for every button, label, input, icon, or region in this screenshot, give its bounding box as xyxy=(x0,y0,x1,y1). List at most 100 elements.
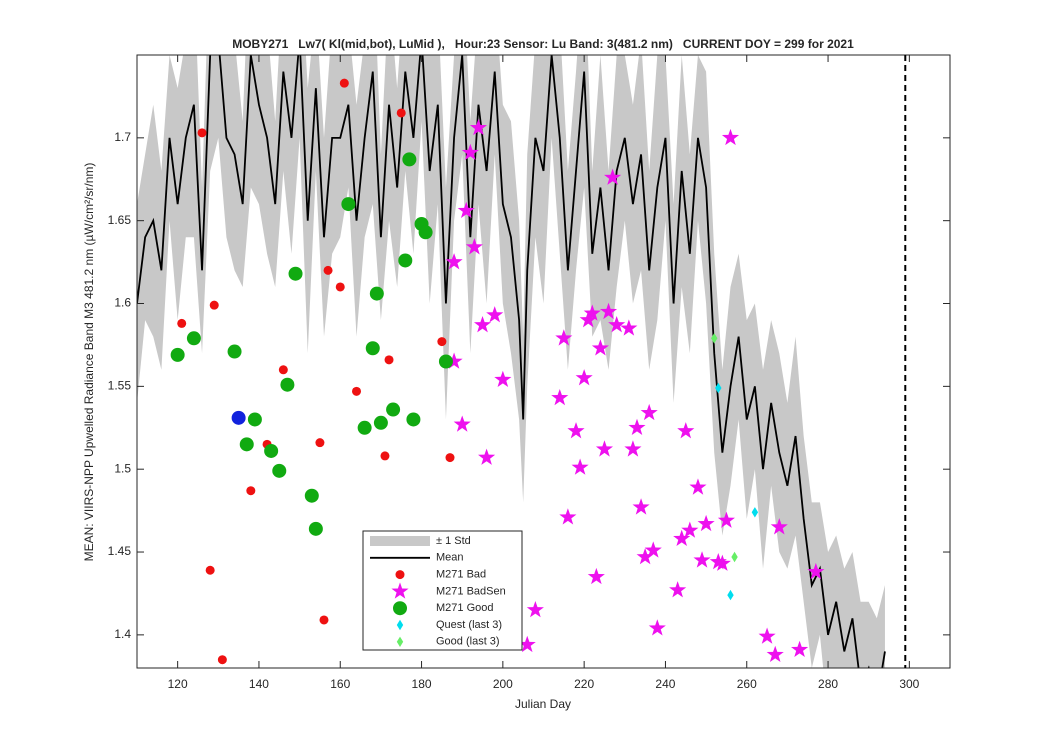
data-point xyxy=(323,265,333,275)
data-point xyxy=(640,403,658,421)
data-point xyxy=(713,554,731,571)
data-point xyxy=(644,541,662,558)
data-point xyxy=(227,344,242,359)
data-point xyxy=(457,201,475,219)
data-point xyxy=(711,333,718,344)
legend-label: Mean xyxy=(436,552,464,564)
data-point xyxy=(437,337,447,347)
data-point xyxy=(669,581,687,598)
data-point xyxy=(335,282,345,292)
data-point xyxy=(731,551,738,563)
legend-marker xyxy=(391,582,409,599)
data-point xyxy=(807,562,825,580)
data-point xyxy=(247,412,262,427)
data-point xyxy=(272,463,287,478)
data-point xyxy=(177,318,187,328)
data-point xyxy=(304,488,319,503)
data-point xyxy=(445,253,463,270)
data-point xyxy=(365,341,380,356)
data-point xyxy=(341,197,356,212)
data-point xyxy=(380,451,390,461)
y-tick-label: 1.6 xyxy=(114,296,131,310)
plot-content xyxy=(137,55,886,668)
x-tick-label: 200 xyxy=(493,677,513,691)
data-point xyxy=(587,567,605,585)
legend-swatch xyxy=(370,536,430,546)
y-axis-label: MEAN: VIIRS-NPP Upwelled Radiance Band M… xyxy=(82,163,96,562)
legend-marker xyxy=(395,570,405,580)
highlight-point xyxy=(231,410,246,425)
x-axis-label: Julian Day xyxy=(515,697,571,711)
data-point xyxy=(319,615,329,625)
data-point xyxy=(315,438,325,448)
legend-label: Good (last 3) xyxy=(436,636,500,648)
mean-line xyxy=(137,55,886,668)
data-point xyxy=(677,422,695,439)
data-point xyxy=(264,443,279,458)
data-point xyxy=(758,627,776,644)
data-point xyxy=(551,388,569,406)
data-point xyxy=(494,370,512,388)
data-point xyxy=(308,521,323,536)
data-point xyxy=(384,355,394,365)
data-point xyxy=(693,551,711,568)
x-tick-label: 240 xyxy=(655,677,675,691)
data-point xyxy=(526,601,544,618)
legend-marker xyxy=(393,601,407,616)
data-point xyxy=(604,168,622,185)
x-tick-label: 140 xyxy=(249,677,269,691)
data-point xyxy=(357,420,372,435)
data-point xyxy=(751,507,759,518)
data-point xyxy=(398,253,413,268)
data-point xyxy=(624,440,642,457)
data-point xyxy=(239,437,254,452)
data-point xyxy=(369,286,384,301)
plot-frame xyxy=(136,54,951,669)
std-band xyxy=(137,55,885,668)
data-point xyxy=(766,645,784,663)
data-point xyxy=(445,453,455,463)
data-point xyxy=(396,108,406,118)
data-point xyxy=(575,369,593,386)
y-tick-label: 1.65 xyxy=(108,213,132,227)
data-point xyxy=(209,300,219,310)
data-point xyxy=(721,128,740,146)
x-tick-label: 300 xyxy=(899,677,919,691)
data-point xyxy=(715,382,722,394)
data-point xyxy=(445,352,463,369)
data-point xyxy=(727,589,734,601)
data-point xyxy=(636,548,654,565)
data-point xyxy=(791,640,809,658)
data-point xyxy=(186,331,201,346)
data-point xyxy=(170,347,185,362)
data-point xyxy=(373,415,388,430)
legend-marker xyxy=(396,619,404,631)
data-point xyxy=(595,440,614,457)
data-point xyxy=(555,329,573,346)
data-point xyxy=(418,225,433,240)
data-point xyxy=(583,304,601,321)
data-point xyxy=(518,635,536,653)
data-point xyxy=(697,514,715,532)
data-point xyxy=(486,306,504,323)
data-point xyxy=(770,518,788,535)
data-point xyxy=(591,339,609,356)
data-point xyxy=(352,386,362,396)
data-point xyxy=(559,508,577,525)
x-tick-label: 280 xyxy=(818,677,838,691)
y-tick-label: 1.4 xyxy=(114,627,131,641)
x-tick-label: 120 xyxy=(168,677,188,691)
data-point xyxy=(246,486,256,496)
y-tick-label: 1.45 xyxy=(108,544,132,558)
data-point xyxy=(673,529,691,547)
data-point xyxy=(681,521,699,538)
y-tick-label: 1.5 xyxy=(114,461,131,475)
data-point xyxy=(386,402,401,417)
legend-label: Quest (last 3) xyxy=(436,619,502,631)
data-point xyxy=(453,415,471,432)
data-point xyxy=(217,655,227,665)
data-point xyxy=(402,152,417,167)
data-point xyxy=(339,78,349,88)
data-point xyxy=(461,143,479,161)
